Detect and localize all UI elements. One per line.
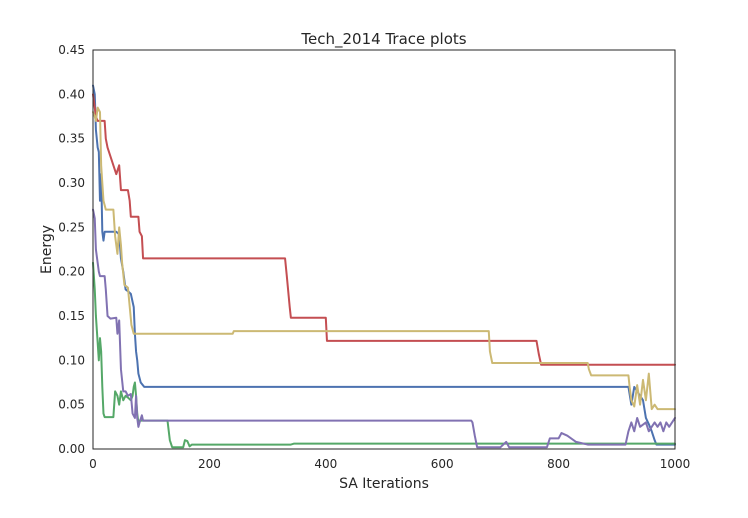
series-line-2 xyxy=(92,261,676,449)
x-axis-label: SA Iterations xyxy=(339,476,429,492)
x-tick-label: 400 xyxy=(314,457,337,471)
y-tick-label: 0.40 xyxy=(58,87,85,101)
x-tick-label: 1000 xyxy=(660,457,691,471)
x-tick-label: 600 xyxy=(431,457,454,471)
y-tick-label: 0.30 xyxy=(58,176,85,190)
x-tick-label: 800 xyxy=(547,457,570,471)
y-tick-label: 0.20 xyxy=(58,265,85,279)
series-line-3 xyxy=(92,93,676,366)
series-line-4 xyxy=(92,208,676,449)
x-tick-label: 0 xyxy=(89,457,97,471)
x-tick-labels: 0 200 400 600 800 1000 xyxy=(89,457,690,471)
chart-title: Tech_2014 Trace plots xyxy=(300,30,466,49)
series-line-5 xyxy=(92,106,676,411)
plot-area-frame xyxy=(92,49,676,450)
y-tick-label: 0.35 xyxy=(58,132,85,146)
y-tick-label: 0.05 xyxy=(58,398,85,412)
y-tick-label: 0.10 xyxy=(58,353,85,367)
y-tick-label: 0.45 xyxy=(58,43,85,57)
series-line-1 xyxy=(92,84,676,446)
x-tick-label: 200 xyxy=(198,457,221,471)
series-lines-layer xyxy=(92,84,676,449)
y-tick-label: 0.25 xyxy=(58,220,85,234)
y-axis-label: Energy xyxy=(39,225,55,274)
y-tick-label: 0.15 xyxy=(58,309,85,323)
y-tick-label: 0.00 xyxy=(58,442,85,456)
y-tick-labels: 0.00 0.05 0.10 0.15 0.20 0.25 0.30 0.35 0.40 0.45 xyxy=(58,43,85,456)
